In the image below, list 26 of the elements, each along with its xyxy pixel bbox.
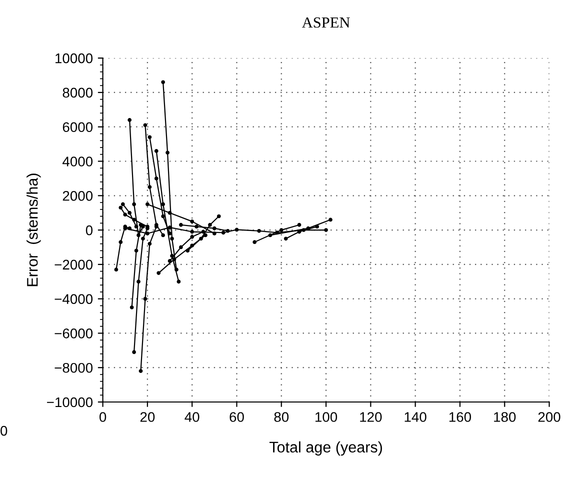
x-tick-label: 80 xyxy=(274,412,289,422)
y-tick-label: 10000 xyxy=(56,53,93,64)
x-tick-label: 180 xyxy=(494,412,516,422)
y-tick-label: −10000 xyxy=(47,397,93,408)
y-tick-label: −8000 xyxy=(54,362,93,373)
x-tick-label: 140 xyxy=(404,412,426,422)
y-tick-label: −4000 xyxy=(54,294,93,304)
x-tick-label: 60 xyxy=(230,412,244,422)
y-tick-label: 4000 xyxy=(62,156,93,166)
y-tick-label: 0 xyxy=(86,225,93,236)
x-axis-title: Total age (years) xyxy=(269,441,382,456)
y-tick-label: 2000 xyxy=(62,190,93,201)
x-tick-label: 40 xyxy=(184,412,200,422)
x-tick-label: 0 xyxy=(99,412,106,422)
x-tick-label: 160 xyxy=(449,412,472,422)
y-tick-label: −6000 xyxy=(54,328,93,338)
x-tick-label: 20 xyxy=(140,412,155,422)
y-tick-label: −2000 xyxy=(54,260,93,270)
chart-title: ASPEN xyxy=(302,17,350,28)
x-tick-label: 200 xyxy=(538,412,560,422)
y-axis-title: Error (stems/ha) xyxy=(26,174,41,286)
x-tick-label: 120 xyxy=(360,412,382,422)
text: 0 xyxy=(0,426,8,436)
y-tick-label: 6000 xyxy=(62,122,93,132)
y-tick-label: 8000 xyxy=(62,88,93,98)
x-tick-label: 100 xyxy=(316,412,338,422)
